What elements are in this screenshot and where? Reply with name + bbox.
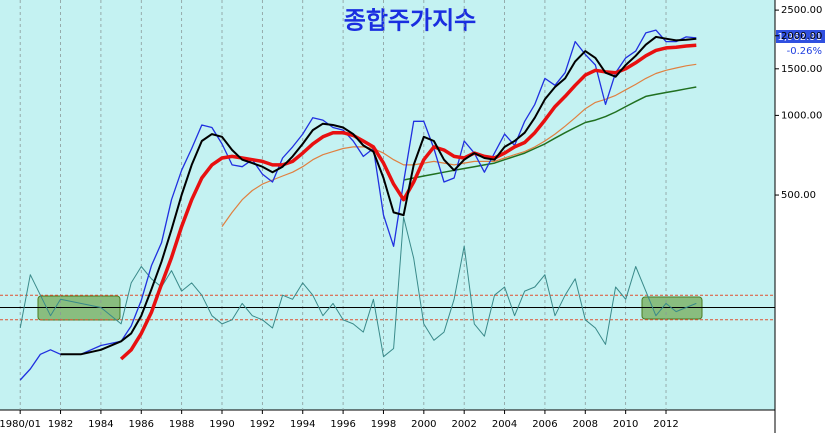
x-tick-label: 1986 <box>129 419 154 430</box>
x-tick-label: 1982 <box>48 419 73 430</box>
x-tick-label: 1994 <box>290 419 315 430</box>
x-tick-label: 2006 <box>532 419 557 430</box>
change-label: -0.26% <box>787 46 822 57</box>
x-tick-label: 2008 <box>573 419 598 430</box>
y-tick-label: 2000.00 <box>781 31 822 42</box>
x-tick-label: 1980/01 <box>0 419 41 430</box>
x-tick-label: 1990 <box>209 419 234 430</box>
y-tick-label: 500.00 <box>781 190 816 201</box>
y-tick-label: 1000.00 <box>781 110 822 121</box>
plot-background <box>0 0 775 410</box>
x-axis-area <box>0 410 775 433</box>
x-tick-label: 1996 <box>330 419 355 430</box>
last-value-box <box>776 30 825 43</box>
x-tick-label: 1998 <box>371 419 396 430</box>
x-tick-label: 2010 <box>613 419 638 430</box>
series-line <box>403 86 697 181</box>
x-tick-label: 2004 <box>492 419 517 430</box>
y-tick-label: 1500.00 <box>781 64 822 75</box>
x-tick-label: 2012 <box>653 419 678 430</box>
x-tick-label: 2002 <box>451 419 476 430</box>
x-tick-label: 2000 <box>411 419 436 430</box>
x-tick-label: 1984 <box>88 419 113 430</box>
series-line <box>19 216 697 358</box>
x-tick-label: 1988 <box>169 419 194 430</box>
x-tick-label: 1992 <box>250 419 275 430</box>
last-value-label: 1,962.91 <box>777 32 822 43</box>
y-axis-area <box>775 0 825 433</box>
chart-title: 종합주가지수 <box>344 6 476 35</box>
series-line <box>60 35 697 356</box>
y-tick-label: 2500.00 <box>781 5 822 16</box>
